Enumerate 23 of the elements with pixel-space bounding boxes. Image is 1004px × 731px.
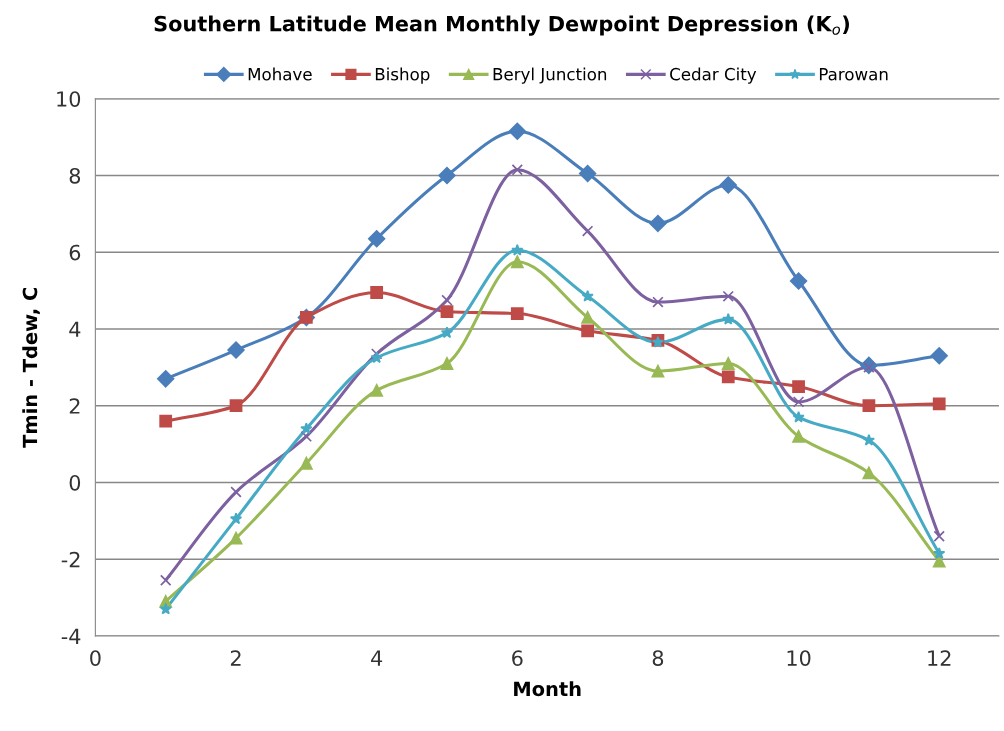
y-axis-title: Tmin - Tdew, C [22, 287, 40, 448]
x-tick-label: 0 [90, 650, 101, 666]
y-tick-label: 6 [69, 244, 81, 261]
legend-label: Parowan [819, 68, 888, 81]
y-tick-label: 10 [57, 91, 81, 107]
y-tick-label: 4 [69, 321, 81, 337]
legend-label: Bishop [375, 67, 430, 84]
legend-label: Cedar City [670, 67, 757, 84]
y-tick-label: 2 [69, 398, 80, 414]
chart-title: Southern Latitude Mean Monthly Dewpoint Depression (K$_{o}$) [154, 15, 849, 36]
x-axis-title: Month [514, 681, 581, 697]
y-tick-label: 8 [69, 167, 81, 184]
y-tick-label: -2 [61, 551, 80, 568]
x-tick-label: 12 [928, 650, 951, 666]
x-tick-label: 10 [787, 650, 811, 666]
x-tick-label: 8 [652, 650, 664, 666]
x-tick-label: 2 [230, 650, 241, 666]
legend-label: Beryl Junction [493, 67, 607, 84]
x-tick-label: 6 [512, 650, 523, 666]
legend-label: Mohave [248, 67, 312, 81]
y-tick-label: -4 [61, 628, 81, 644]
x-tick-label: 4 [371, 650, 383, 666]
y-tick-label: 0 [69, 474, 81, 491]
